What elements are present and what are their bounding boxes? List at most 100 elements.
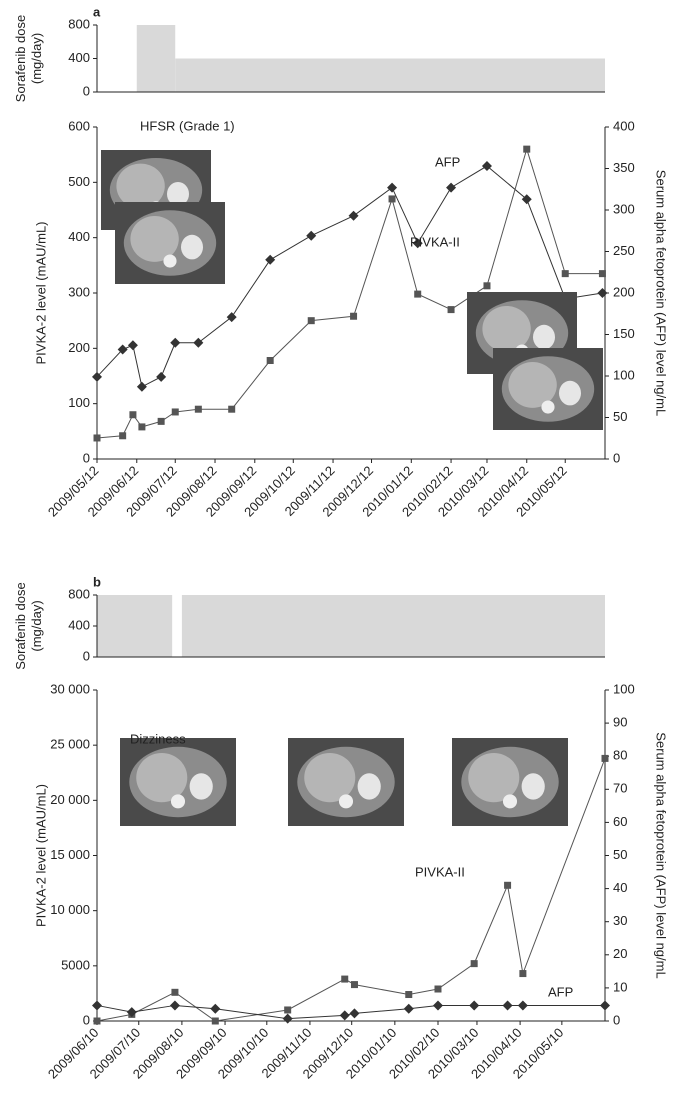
y2-tick-label: 150 (613, 326, 635, 341)
square-marker (523, 146, 530, 153)
diamond-marker (469, 1000, 479, 1010)
square-marker (267, 357, 274, 364)
mri-image (452, 738, 568, 826)
y-tick-label: 400 (68, 50, 90, 65)
diamond-marker (600, 1000, 610, 1010)
y-tick-label: 500 (68, 174, 90, 189)
diamond-marker (433, 1000, 443, 1010)
diamond-marker (349, 211, 359, 221)
square-marker (341, 976, 348, 983)
mri-image (288, 738, 404, 826)
square-marker (212, 1018, 219, 1025)
dose-bar (182, 595, 605, 657)
y-tick-label: 0 (83, 83, 90, 98)
mri-image (493, 348, 603, 430)
y-tick-label: 100 (68, 395, 90, 410)
y-tick-label: 0 (83, 648, 90, 663)
square-marker (172, 408, 179, 415)
y-tick-label: 0 (83, 450, 90, 465)
y2-tick-label: 350 (613, 160, 635, 175)
diamond-marker (170, 1000, 180, 1010)
panel-label: b (93, 574, 101, 589)
y2-tick-label: 90 (613, 715, 627, 730)
square-marker (414, 291, 421, 298)
diamond-marker (404, 1004, 414, 1014)
y-tick-label: 20 000 (50, 792, 90, 807)
y2-tick-label: 10 (613, 979, 627, 994)
mri-image (115, 202, 225, 284)
square-marker (471, 960, 478, 967)
diamond-marker (349, 1008, 359, 1018)
annotation: AFP (435, 154, 460, 169)
image-spine (503, 794, 517, 808)
mri-image (120, 738, 236, 826)
y-tick-label: 800 (68, 16, 90, 31)
y-axis-title: Sorafenib dose(mg/day) (13, 15, 44, 102)
dose-bar (175, 59, 605, 93)
y-tick-label: 400 (68, 229, 90, 244)
square-marker (562, 270, 569, 277)
image-organ (522, 773, 545, 799)
square-marker (195, 406, 202, 413)
square-marker (138, 423, 145, 430)
y2-tick-label: 30 (613, 913, 627, 928)
image-organ (190, 773, 213, 799)
diamond-marker (518, 1000, 528, 1010)
image-spine (163, 254, 176, 267)
y-tick-label: 600 (68, 118, 90, 133)
square-marker (119, 432, 126, 439)
y-tick-label: 5000 (61, 957, 90, 972)
square-marker (504, 882, 511, 889)
diamond-marker (446, 183, 456, 193)
diamond-marker (92, 1000, 102, 1010)
y-axis-title: PIVKA-2 level (mAU/mL) (33, 221, 48, 364)
y2-tick-label: 400 (613, 118, 635, 133)
y2-tick-label: 50 (613, 847, 627, 862)
diamond-marker (597, 288, 607, 298)
panel-label: a (93, 4, 101, 19)
y2-tick-label: 100 (613, 367, 635, 382)
y-tick-label: 0 (83, 1012, 90, 1027)
y-tick-label: 30 000 (50, 681, 90, 696)
y2-tick-label: 70 (613, 781, 627, 796)
y-tick-label: 300 (68, 284, 90, 299)
dose-bar (137, 25, 175, 92)
y2-tick-label: 80 (613, 748, 627, 763)
image-spine (541, 400, 554, 413)
y2-axis-title: Serum alpha fetoprotein (AFP) level ng/m… (654, 170, 669, 416)
image-organ (533, 325, 555, 350)
y-tick-label: 10 000 (50, 902, 90, 917)
diamond-marker (170, 338, 180, 348)
square-marker (519, 970, 526, 977)
y-tick-label: 800 (68, 586, 90, 601)
square-marker (94, 434, 101, 441)
diamond-marker (503, 1000, 513, 1010)
square-marker (389, 195, 396, 202)
y-tick-label: 200 (68, 340, 90, 355)
diamond-marker (156, 372, 166, 382)
square-marker (405, 991, 412, 998)
square-marker (434, 986, 441, 993)
image-organ (559, 381, 581, 406)
y2-axis-title: Serum alpha fetoprotein (AFP) level ng/m… (654, 732, 669, 978)
y-tick-label: 400 (68, 617, 90, 632)
image-spine (171, 794, 185, 808)
annotation: AFP (548, 984, 573, 999)
y2-tick-label: 0 (613, 450, 620, 465)
y-axis-title-line: (mg/day) (29, 33, 44, 84)
y-axis-title-line: Sorafenib dose (13, 15, 28, 102)
diamond-marker (210, 1004, 220, 1014)
diamond-marker (137, 382, 147, 392)
square-marker (158, 418, 165, 425)
annotation: HFSR (Grade 1) (140, 118, 235, 133)
y-tick-label: 25 000 (50, 737, 90, 752)
annotation: PIVKA-II (410, 234, 460, 249)
annotation: Dizziness (130, 731, 186, 746)
diamond-marker (227, 312, 237, 322)
y2-tick-label: 60 (613, 814, 627, 829)
square-marker (351, 981, 358, 988)
square-marker (284, 1006, 291, 1013)
diamond-marker (283, 1014, 293, 1024)
square-marker (228, 406, 235, 413)
square-marker (448, 306, 455, 313)
